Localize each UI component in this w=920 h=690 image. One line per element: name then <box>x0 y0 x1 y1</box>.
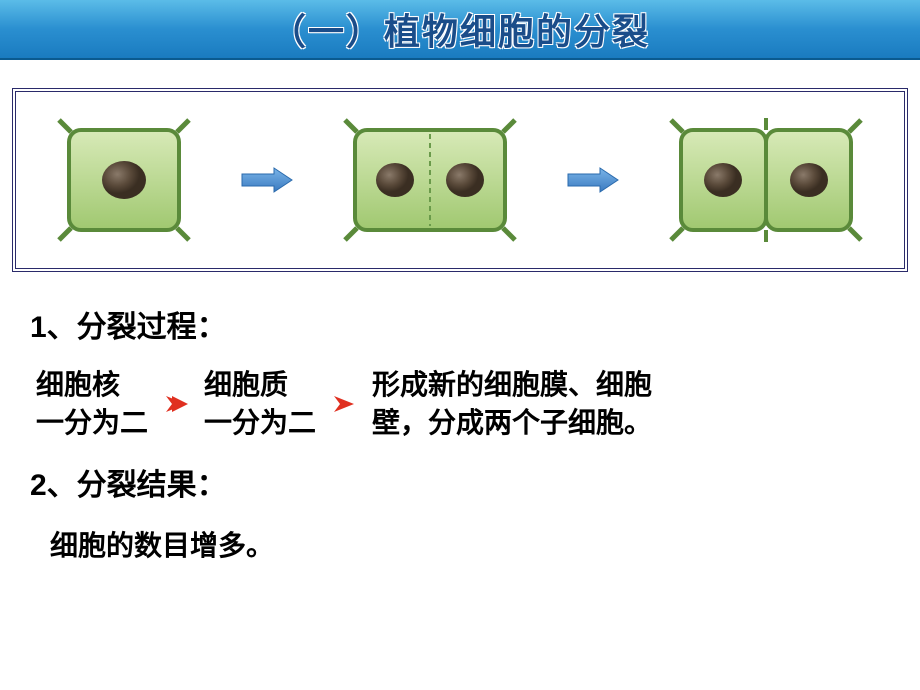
page-title: （一）植物细胞的分裂 <box>270 3 650 55</box>
section-1-label: 1、分裂过程： <box>30 302 890 346</box>
cell-stage-2 <box>335 110 525 250</box>
step-1-text: 细胞核 一分为二 <box>36 366 148 442</box>
red-arrow-icon <box>330 392 358 416</box>
content-area: 1、分裂过程： 细胞核 一分为二 细胞质 一分为二 形成新的细胞膜、细胞壁，分成… <box>0 272 920 564</box>
step-2-text: 细胞质 一分为二 <box>204 366 316 442</box>
cell-stage-1 <box>49 110 199 250</box>
cell-division-diagram <box>12 88 908 272</box>
header-bar: （一）植物细胞的分裂 <box>0 0 920 60</box>
cell-stage-3 <box>661 110 871 250</box>
section-2-label: 2、分裂结果： <box>30 460 890 504</box>
process-steps: 细胞核 一分为二 细胞质 一分为二 形成新的细胞膜、细胞壁，分成两个子细胞。 <box>36 366 890 442</box>
step-3-text: 形成新的细胞膜、细胞壁，分成两个子细胞。 <box>372 366 692 442</box>
red-arrow-icon <box>162 392 190 416</box>
arrow-icon <box>240 166 294 194</box>
arrow-icon <box>566 166 620 194</box>
result-text: 细胞的数目增多。 <box>50 524 890 564</box>
